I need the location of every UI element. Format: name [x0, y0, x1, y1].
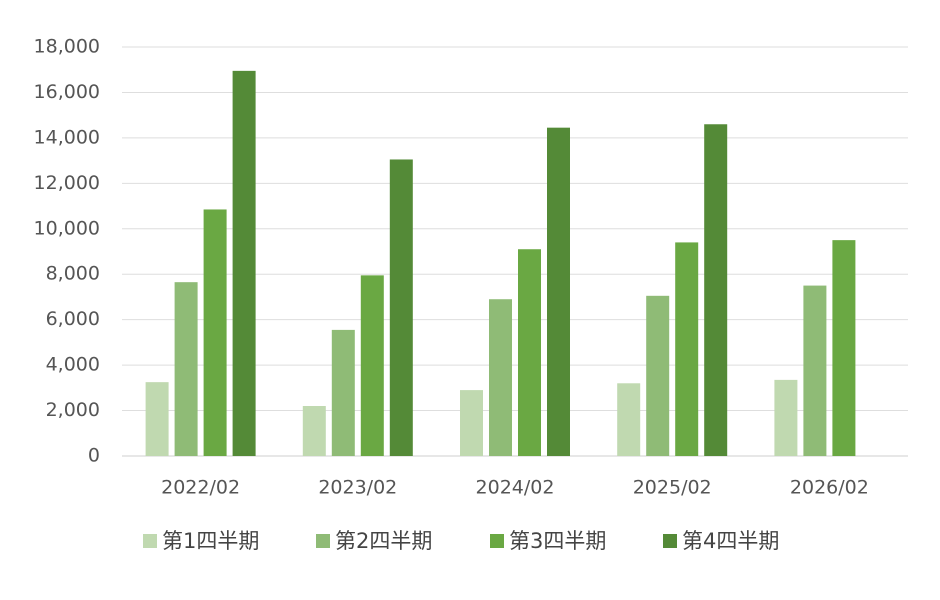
- bar: [145, 382, 169, 456]
- x-tick-label: 2022/02: [161, 477, 240, 499]
- y-tick-label: 6,000: [46, 308, 100, 330]
- legend-label: 第1四半期: [162, 529, 259, 553]
- bar: [174, 282, 198, 456]
- legend-swatch: [663, 534, 677, 548]
- bar: [704, 124, 728, 456]
- y-tick-label: 8,000: [46, 263, 100, 285]
- legend-label: 第3四半期: [509, 529, 606, 553]
- legend-label: 第2四半期: [335, 529, 432, 553]
- bar: [360, 275, 384, 456]
- bar: [203, 209, 227, 456]
- y-tick-label: 2,000: [46, 399, 100, 421]
- y-tick-label: 12,000: [34, 172, 100, 194]
- bar: [803, 285, 827, 456]
- x-tick-label: 2024/02: [476, 477, 555, 499]
- y-tick-label: 0: [88, 445, 100, 467]
- bar: [774, 379, 798, 456]
- bar: [331, 329, 355, 456]
- bar: [832, 240, 856, 456]
- legend-label: 第4四半期: [682, 529, 779, 553]
- x-tick-label: 2026/02: [790, 477, 869, 499]
- legend-swatch: [316, 534, 330, 548]
- y-tick-label: 16,000: [34, 81, 100, 103]
- bar: [389, 159, 413, 456]
- y-tick-label: 14,000: [34, 126, 100, 148]
- bar: [232, 70, 256, 456]
- bar: [675, 242, 699, 456]
- bar: [617, 383, 641, 456]
- bar: [489, 299, 512, 456]
- y-tick-label: 4,000: [46, 354, 100, 376]
- bar: [518, 249, 541, 456]
- bar: [460, 390, 483, 456]
- x-tick-label: 2023/02: [318, 477, 397, 499]
- bar: [302, 406, 326, 456]
- bar: [646, 295, 670, 456]
- legend-swatch: [143, 534, 157, 548]
- y-tick-label: 10,000: [34, 217, 100, 239]
- bar: [547, 127, 570, 457]
- legend-swatch: [490, 534, 504, 548]
- x-tick-label: 2025/02: [633, 477, 712, 499]
- y-tick-label: 18,000: [34, 36, 100, 58]
